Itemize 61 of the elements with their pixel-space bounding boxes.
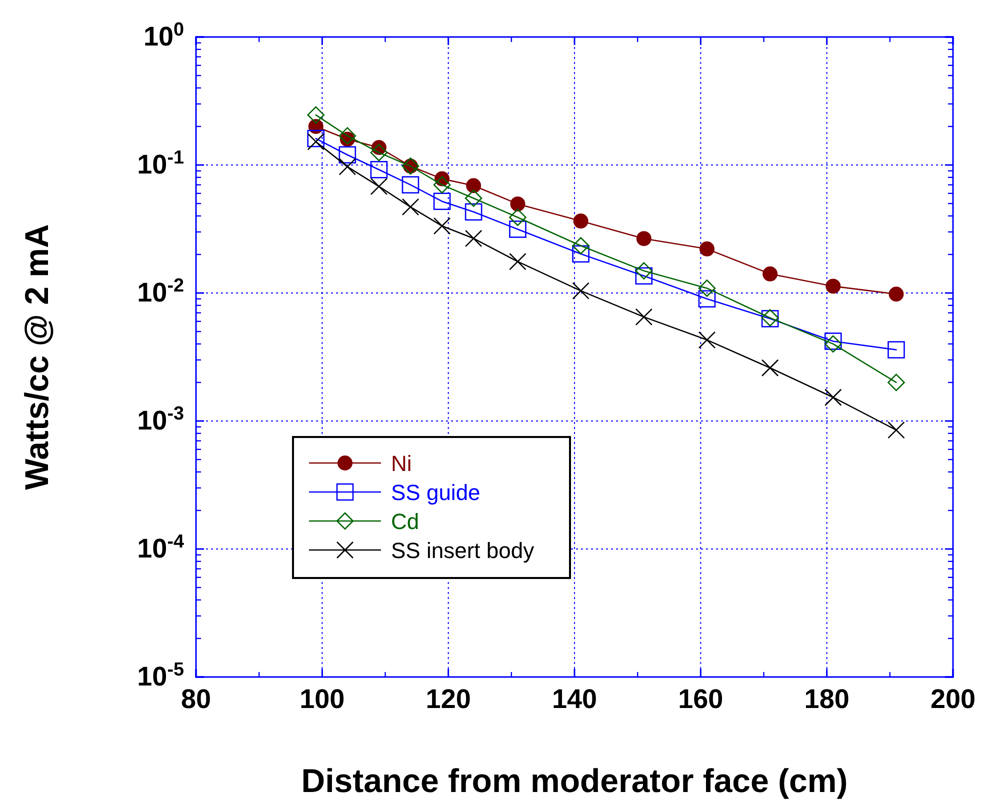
point	[888, 374, 905, 392]
point	[338, 146, 356, 164]
point	[824, 332, 842, 350]
point	[464, 203, 482, 221]
point	[307, 130, 325, 148]
point	[402, 176, 420, 194]
point	[635, 267, 653, 285]
point	[698, 290, 716, 308]
point	[888, 341, 905, 358]
point	[572, 282, 590, 300]
point	[402, 198, 420, 216]
point	[510, 196, 526, 212]
point	[509, 252, 526, 270]
point	[433, 217, 451, 235]
point	[509, 208, 526, 226]
point	[572, 245, 590, 263]
y-tick-label: 10$^{-3}$	[137, 403, 184, 436]
point	[464, 190, 482, 207]
point	[888, 421, 905, 439]
legend-label: Ni	[391, 451, 412, 476]
y-tick-label: 10$^{-1}$	[137, 147, 184, 180]
point	[338, 127, 356, 144]
legend-label: SS guide	[391, 480, 480, 505]
x-tick-label: 200	[930, 684, 976, 714]
point	[464, 230, 482, 248]
point	[572, 237, 590, 254]
point	[824, 335, 842, 353]
x-tick-label: 100	[300, 684, 345, 714]
point	[699, 241, 714, 256]
x-tick-label: 180	[804, 684, 850, 714]
point	[698, 331, 716, 349]
point	[762, 266, 778, 282]
point	[370, 178, 388, 196]
point	[573, 214, 588, 229]
point	[635, 262, 653, 280]
y-tick-label: 10$^{-2}$	[137, 275, 184, 308]
point	[509, 220, 526, 238]
y-tick-label: 10$^{-4}$	[137, 531, 184, 564]
point	[888, 286, 904, 302]
point	[307, 106, 325, 124]
x-axis-title: Distance from moderator face (cm)	[301, 762, 848, 799]
point	[433, 176, 451, 194]
point	[466, 178, 482, 194]
point	[307, 133, 325, 150]
point	[370, 160, 388, 178]
point	[433, 192, 451, 210]
point	[636, 231, 652, 246]
point	[698, 280, 716, 297]
x-tick-label: 140	[552, 684, 598, 714]
point	[370, 144, 388, 162]
point	[338, 158, 356, 176]
y-axis-title: Watts/cc @ 2 mA	[18, 224, 55, 490]
legend-label: Cd	[391, 509, 420, 534]
point	[826, 278, 841, 294]
x-tick-label: 160	[678, 684, 724, 714]
point	[761, 359, 779, 377]
x-tick-label: 120	[426, 684, 471, 714]
legend-label: SS insert body	[391, 538, 534, 563]
y-tick-label: 10$^{0}$	[143, 19, 184, 52]
point	[824, 388, 842, 406]
point	[635, 308, 653, 326]
